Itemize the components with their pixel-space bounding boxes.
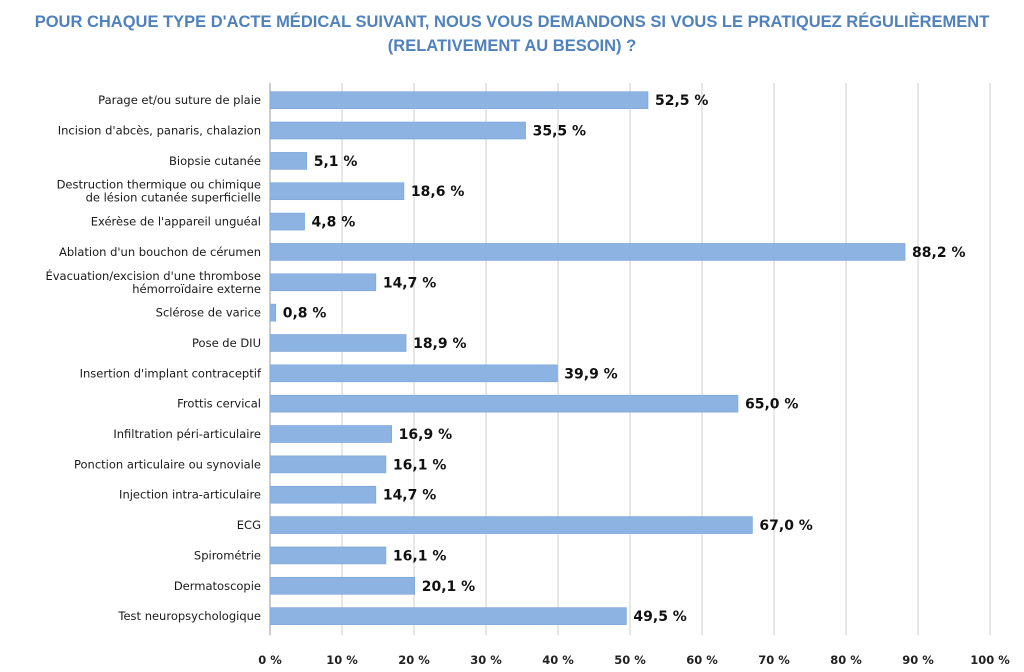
bar [269,364,558,383]
value-label: 18,6 % [411,184,464,200]
category-label: Évacuation/excision d'une thrombose [45,268,261,283]
value-label: 16,1 % [393,457,446,473]
chart-title-line-1: POUR CHAQUE TYPE D'ACTE MÉDICAL SUIVANT,… [34,13,990,31]
category-label: Spirométrie [194,548,261,562]
category-label: Biopsie cutanée [169,154,261,168]
bar [269,546,387,565]
x-tick-label: 80 % [830,653,862,667]
category-label: Infiltration péri-articulaire [113,427,261,441]
bar [269,576,416,595]
category-label: Ponction articulaire ou synoviale [74,457,261,471]
category-label: Exérèse de l'appareil unguéal [91,215,261,229]
value-label: 18,9 % [413,336,466,352]
value-label: 5,1 % [314,154,358,170]
bar [269,243,906,261]
value-label: 4,8 % [312,215,356,231]
bar [269,455,387,474]
bars [269,91,906,625]
value-label: 14,7 % [383,488,436,504]
x-tick-label: 20 % [398,653,430,667]
category-label: ECG [237,518,261,532]
category-label: Ablation d'un bouchon de cérumen [59,245,261,259]
category-label: Parage et/ou suture de plaie [98,93,261,107]
category-labels: Parage et/ou suture de plaie Incision d'a… [45,93,261,623]
x-tick-label: 70 % [758,653,790,667]
category-label: Sclérose de varice [156,306,261,320]
bar [269,121,526,140]
x-tick-label: 30 % [470,653,502,667]
bar [269,152,308,170]
category-label: Test neuropsychologique [117,609,261,623]
bar [269,273,377,292]
category-label: de lésion cutanée superficielle [86,191,261,205]
x-axis-tick-labels: 0 % 10 % 20 % 30 % 40 % 50 % 60 % 70 % 80 % 90 % 1… [258,653,1010,667]
value-label: 52,5 % [655,93,708,109]
x-tick-label: 10 % [326,653,358,667]
x-tick-label: 0 % [258,653,282,667]
gridlines [269,83,991,636]
value-label: 16,9 % [399,427,452,443]
value-label: 20,1 % [422,579,475,595]
bar [269,425,392,443]
value-label: 35,5 % [533,124,586,140]
value-label: 65,0 % [745,397,798,413]
category-label: hémorroïdaire externe [132,282,261,296]
x-tick-label: 100 % [970,653,1010,667]
x-tick-label: 50 % [614,653,646,667]
category-label: Injection intra-articulaire [119,488,261,502]
value-label: 49,5 % [633,609,686,625]
value-label: 0,8 % [283,306,327,322]
value-label: 88,2 % [912,245,965,261]
x-tick-label: 60 % [686,653,718,667]
category-label: Incision d'abcès, panaris, chalazion [58,124,261,138]
category-label: Destruction thermique ou chimique [57,178,261,192]
category-label: Pose de DIU [192,336,261,350]
value-label: 16,1 % [393,548,446,564]
value-labels: 52,5 % 35,5 % 5,1 % 18,6 % 4,8 % 88,2 % 14,7 %… [283,93,966,625]
x-tick-label: 40 % [542,653,574,667]
bar [269,334,407,352]
chart-title: POUR CHAQUE TYPE D'ACTE MÉDICAL SUIVANT,… [0,10,1024,58]
chart-title-line-2: (RELATIVEMENT AU BESOIN) ? [387,37,637,55]
x-tick-label: 90 % [902,653,934,667]
category-label: Insertion d'implant contraceptif [80,366,262,380]
category-label: Dermatoscopie [174,579,261,593]
category-label: Frottis cervical [177,397,261,411]
bar [269,394,739,413]
bar [269,303,277,322]
bar [269,212,305,231]
bar [269,607,627,625]
value-label: 14,7 % [383,275,436,291]
bar [269,91,649,109]
bar [269,182,405,201]
value-label: 39,9 % [564,366,617,382]
bar [269,516,753,534]
bar [269,485,377,504]
value-label: 67,0 % [759,518,812,534]
